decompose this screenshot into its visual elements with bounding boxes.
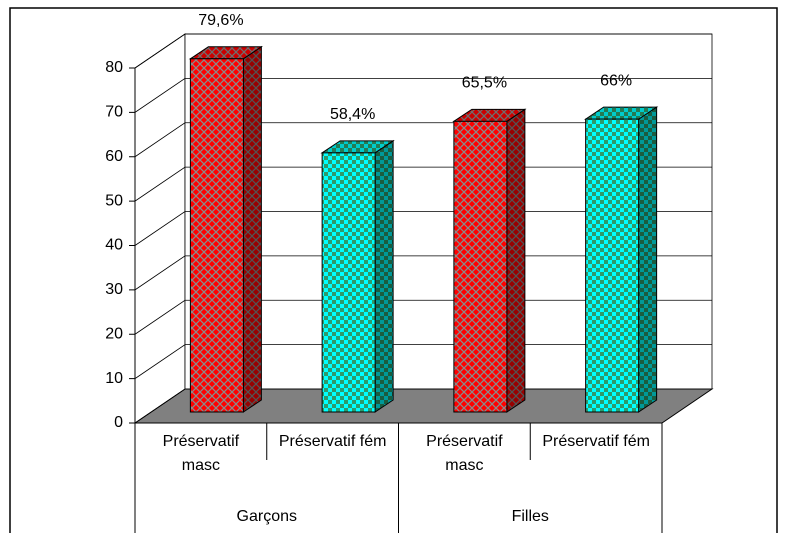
grid-line xyxy=(134,77,712,113)
grid-line xyxy=(134,122,712,158)
y-tick-label: 10 xyxy=(105,370,123,387)
data-label: 66% xyxy=(600,72,632,89)
group-label: Filles xyxy=(512,508,549,525)
x-tick-label: Préservatif masc xyxy=(426,433,503,474)
y-tick-label: 70 xyxy=(105,104,123,121)
grid-line xyxy=(134,388,712,424)
y-tick-label: 50 xyxy=(105,192,123,209)
bar-top-shade xyxy=(322,140,394,153)
grid-line xyxy=(134,299,712,335)
chart-border xyxy=(9,7,778,533)
bar-top-shade xyxy=(585,107,657,120)
data-label: 58,4% xyxy=(330,106,375,123)
grid-line xyxy=(134,33,712,69)
bar-side-shade xyxy=(638,107,657,412)
grid-line xyxy=(134,166,712,202)
y-tick-label: 80 xyxy=(105,59,123,76)
y-tick-label: 20 xyxy=(105,325,123,342)
bar xyxy=(453,120,508,413)
bar-top-shade xyxy=(453,109,525,122)
bar-top-shade xyxy=(190,46,262,59)
x-tick-label: Préservatif fém xyxy=(278,433,387,450)
bar xyxy=(321,152,376,413)
bar-side-shade xyxy=(243,46,262,413)
data-label: 65,5% xyxy=(462,75,507,92)
data-label: 79,6% xyxy=(198,12,243,29)
x-tick-label: Préservatif fém xyxy=(542,433,650,450)
x-tick-label: Préservatif masc xyxy=(162,433,240,474)
bar-side-shade xyxy=(506,109,525,412)
group-label: Garçons xyxy=(237,508,297,525)
grid-line xyxy=(134,255,712,291)
y-tick-label: 30 xyxy=(105,281,123,298)
grid-line xyxy=(134,211,712,246)
y-tick-label: 0 xyxy=(114,414,123,431)
bar-side-shade xyxy=(375,140,394,412)
bar xyxy=(585,118,640,413)
y-tick-label: 40 xyxy=(105,237,123,254)
grid-line xyxy=(134,344,712,379)
y-tick-label: 60 xyxy=(105,148,123,165)
bar xyxy=(189,58,244,413)
